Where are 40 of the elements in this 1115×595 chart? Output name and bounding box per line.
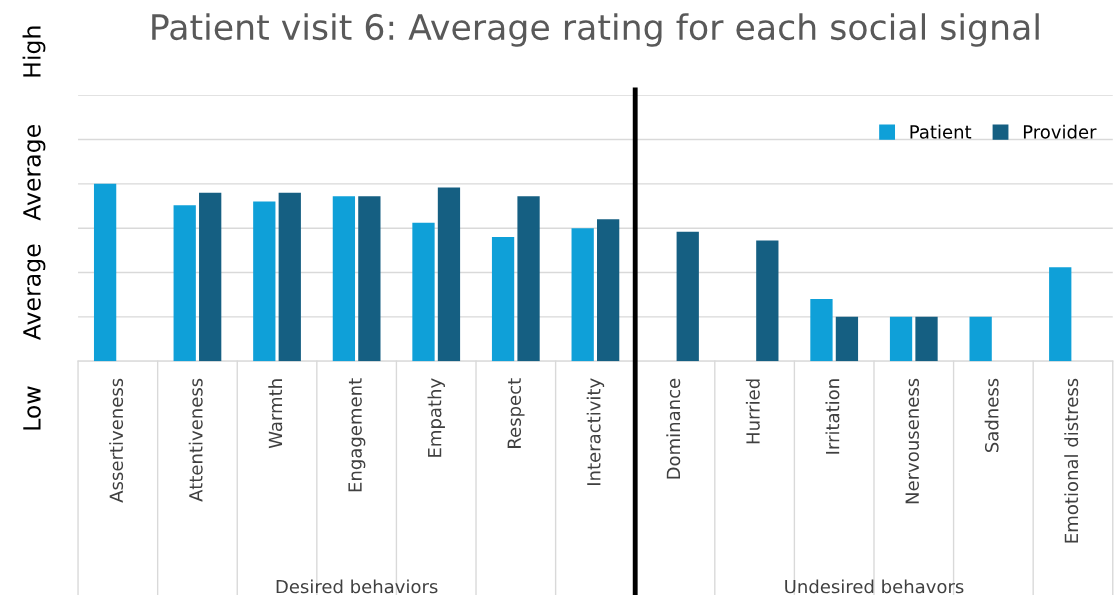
bar [253,201,276,362]
bar [571,228,594,362]
bar [597,219,620,362]
x-tick-label: Emotional distress [1064,378,1079,543]
x-tick-label: Interactivity [586,378,605,485]
bar [810,299,833,362]
x-tick-label: Assertiveness [109,378,124,503]
legend-label: Patient [910,124,972,139]
x-tick-label: Irritation [825,379,840,454]
bar [517,196,540,362]
bar [199,192,222,362]
y-axis-title: Low Average Average High [22,26,46,430]
bar [969,316,992,362]
bar [889,316,913,362]
bar [756,240,779,362]
bar [412,222,435,362]
bar [173,205,196,362]
bar [835,316,859,362]
text: Undesired behavors [785,579,964,594]
x-tick-label: Hurried [745,379,760,444]
x-tick-label: Engagement [348,378,366,492]
bar [332,196,356,362]
x-tick-label: Attentiveness [188,378,203,502]
bar [1049,267,1072,362]
x-tick-label: Empathy [427,378,445,457]
bar [491,237,515,362]
bar [93,183,117,362]
bar [676,231,699,362]
bar [915,316,938,362]
text: Desired behaviors [276,579,438,594]
x-tick-label: Respect [507,378,525,448]
x-tick-label: Dominance [666,378,681,479]
x-tick-label: Sadness [984,378,999,452]
x-tick-label: Nervouseness [905,378,920,504]
bar [278,192,301,362]
legend-label: Provider [1023,124,1097,139]
chart-title: Patient visit 6: Average rating for each social signal [152,13,1039,47]
bar [437,187,461,362]
bar [358,196,381,362]
x-tick-label: Warmth [268,379,283,449]
